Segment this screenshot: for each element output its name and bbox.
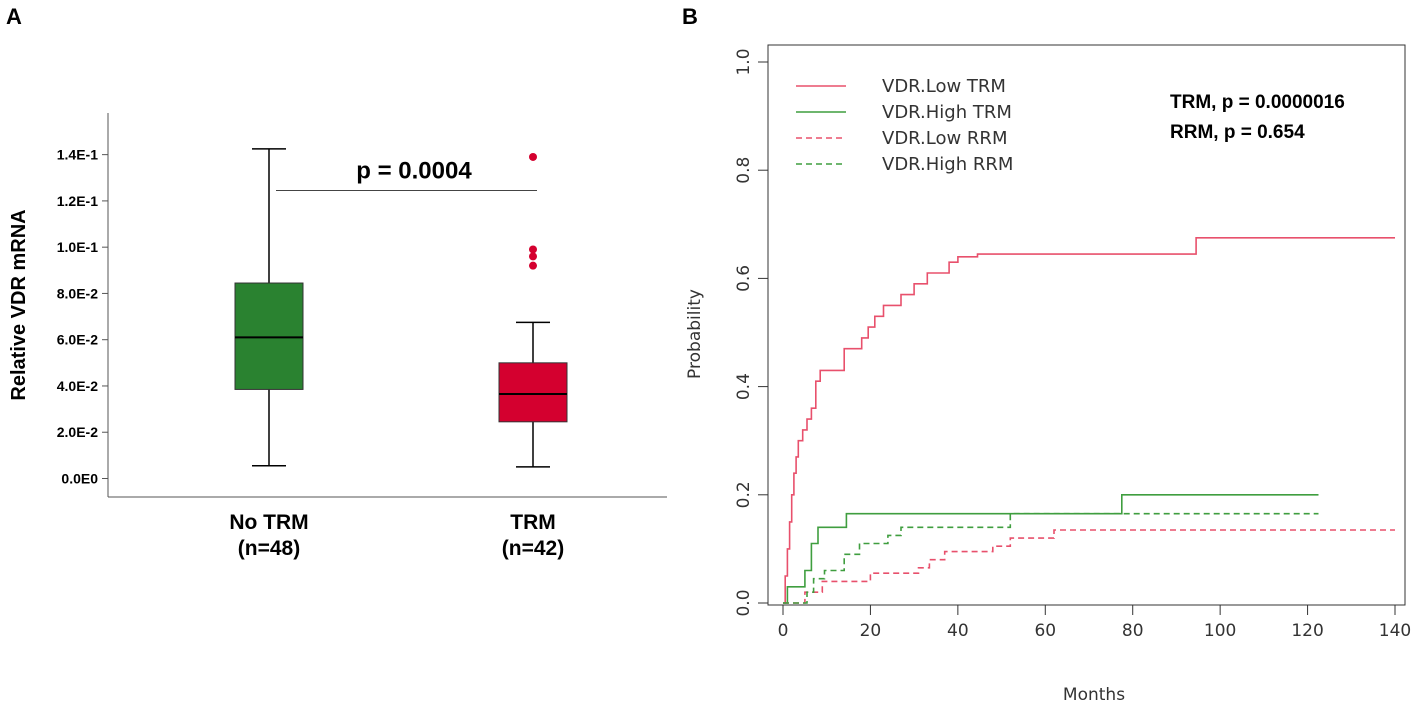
category-n-trm: (n=42) xyxy=(502,537,564,560)
series-line-vdr-high-rrm xyxy=(783,512,1319,604)
legend-label-vdr-low-trm: VDR.Low TRM xyxy=(882,76,1006,97)
y-tick-label: 0.0 xyxy=(734,589,754,616)
y-tick-label: 4.0E-2 xyxy=(57,378,98,394)
x-tick-label: 140 xyxy=(1379,621,1411,641)
y-tick-label: 0.6 xyxy=(734,265,754,292)
panel-b: B 0 20 40 60 80 100 120 140 0.0 0.2 0.4 0.6 0.8 1.0 M… xyxy=(682,4,1411,705)
y-tick-label: 0.8 xyxy=(734,157,754,184)
legend-label-vdr-high-rrm: VDR.High RRM xyxy=(882,154,1013,175)
legend-label-vdr-low-rrm: VDR.Low RRM xyxy=(882,128,1007,149)
x-tick-label: 100 xyxy=(1204,621,1236,641)
panel-a-letter: A xyxy=(6,4,22,29)
panel-a-boxes xyxy=(234,148,568,468)
y-tick-label: 6.0E-2 xyxy=(57,332,98,348)
category-label-no-trm: No TRM xyxy=(229,511,308,534)
series-line-vdr-low-rrm xyxy=(783,529,1395,604)
y-tick-label: 1.0E-1 xyxy=(57,239,98,255)
y-tick-label: 1.4E-1 xyxy=(57,147,98,163)
y-tick-label: 1.0 xyxy=(734,48,754,75)
outlier-point xyxy=(529,245,537,254)
x-tick-label: 60 xyxy=(1034,621,1056,641)
panel-b-series xyxy=(783,237,1395,604)
y-tick-label: 8.0E-2 xyxy=(57,285,98,301)
x-tick-label: 80 xyxy=(1122,621,1144,641)
panel-a-category-labels: No TRM (n=48) TRM (n=42) xyxy=(229,511,564,560)
y-tick-label: 2.0E-2 xyxy=(57,424,98,440)
category-n-no-trm: (n=48) xyxy=(238,537,300,560)
outlier-point xyxy=(529,252,537,261)
y-tick-label: 0.4 xyxy=(734,373,754,400)
category-label-trm: TRM xyxy=(510,511,556,534)
p-value-label: p = 0.0004 xyxy=(356,157,472,184)
panel-a: A 0.0E0 2.0E-2 4.0E-2 6.0E-2 8.0E-2 1.0E-1 1.2… xyxy=(6,4,667,560)
box-trm xyxy=(498,152,568,468)
panel-b-legend: VDR.Low TRM VDR.High TRM VDR.Low RRM VDR.Hi… xyxy=(796,76,1013,175)
box-no-trm xyxy=(234,148,304,467)
outlier-point xyxy=(529,152,537,161)
y-tick-label: 0.0E0 xyxy=(61,470,98,486)
x-tick-label: 120 xyxy=(1291,621,1323,641)
x-tick-label: 20 xyxy=(860,621,882,641)
panel-b-letter: B xyxy=(682,4,698,29)
panel-a-axes xyxy=(107,113,667,498)
x-tick-label: 40 xyxy=(947,621,969,641)
panel-b-ticks: 0 20 40 60 80 100 120 140 0.0 0.2 0.4 0.6 0.8 1.0 xyxy=(734,48,1411,641)
series-line-vdr-low-trm xyxy=(783,237,1395,604)
trm-p-value: TRM, p = 0.0000016 xyxy=(1170,92,1345,113)
panel-a-y-axis-label: Relative VDR mRNA xyxy=(8,209,30,400)
panel-a-y-ticks: 0.0E0 2.0E-2 4.0E-2 6.0E-2 8.0E-2 1.0E-1 1.2E-… xyxy=(57,147,108,486)
legend-label-vdr-high-trm: VDR.High TRM xyxy=(882,102,1012,123)
panel-b-x-axis-label: Months xyxy=(1063,685,1125,705)
iqr-box xyxy=(498,362,568,423)
rrm-p-value: RRM, p = 0.654 xyxy=(1170,122,1305,143)
panel-b-plot-frame xyxy=(767,44,1406,606)
panel-b-y-axis-label: Probability xyxy=(685,289,705,379)
x-tick-label: 0 xyxy=(778,621,789,641)
series-line-vdr-high-trm xyxy=(783,494,1319,604)
y-tick-label: 1.2E-1 xyxy=(57,193,98,209)
iqr-box xyxy=(234,282,304,390)
y-tick-label: 0.2 xyxy=(734,481,754,508)
outlier-point xyxy=(529,261,537,270)
